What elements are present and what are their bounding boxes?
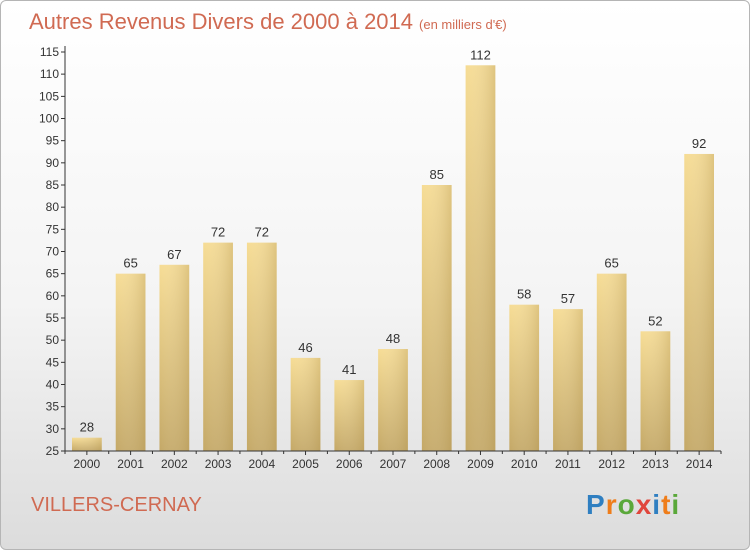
bar-shade-2005 (290, 357, 321, 451)
bar-shade-2003 (203, 242, 233, 451)
chart-title: Autres Revenus Divers de 2000 à 2014 (en … (29, 9, 507, 35)
y-tick-label: 105 (39, 89, 59, 103)
bar-shade-2012 (596, 273, 627, 451)
y-tick-label: 45 (46, 355, 60, 369)
value-label: 72 (211, 225, 225, 240)
value-label: 46 (298, 340, 312, 355)
x-tick-label: 2004 (248, 457, 275, 471)
commune-name: VILLERS-CERNAY (31, 494, 202, 516)
bars: 28 65 67 72 72 46 41 48 85 112 58 57 65 52 92 (71, 47, 715, 452)
logo-letter: t (661, 489, 672, 520)
y-tick-label: 60 (46, 289, 60, 303)
y-tick-label: 95 (46, 134, 60, 148)
value-label: 52 (648, 313, 662, 328)
bar-shade-2008 (421, 185, 452, 451)
x-tick-label: 2009 (467, 457, 494, 471)
x-tick-label: 2005 (292, 457, 319, 471)
y-tick-label: 65 (46, 267, 60, 281)
y-tick-label: 35 (46, 400, 60, 414)
x-tick-label: 2003 (205, 457, 232, 471)
y-axis: 25 30 35 40 45 50 55 60 65 70 75 80 85 90 95 100 105 110 1… (39, 45, 66, 458)
y-tick-label: 75 (46, 222, 60, 236)
y-tick-label: 115 (40, 45, 59, 59)
y-tick-label: 100 (39, 112, 59, 126)
bar-shade-2014 (684, 153, 715, 451)
y-tick-label: 80 (46, 200, 60, 214)
y-tick-label: 110 (40, 67, 59, 81)
x-tick-label: 2010 (511, 457, 538, 471)
x-tick-label: 2000 (74, 457, 101, 471)
value-label: 48 (386, 331, 400, 346)
value-label: 28 (80, 420, 94, 435)
value-label: 112 (470, 47, 491, 62)
x-tick-label: 2014 (686, 457, 713, 471)
bar-shade-2009 (465, 65, 496, 452)
chart-subtitle: (en milliers d'€) (419, 17, 507, 32)
bar-shade-2000 (71, 437, 102, 451)
proxiti-logo: Proxiti (586, 489, 680, 521)
title-text: Autres Revenus Divers de 2000 à 2014 (29, 9, 414, 34)
x-tick-label: 2011 (555, 457, 581, 471)
bar-shade-2006 (334, 380, 365, 451)
value-label: 92 (692, 136, 706, 151)
value-label: 58 (517, 287, 531, 302)
x-tick-label: 2006 (336, 457, 363, 471)
y-tick-label: 85 (46, 178, 60, 192)
x-tick-label: 2012 (598, 457, 625, 471)
y-tick-label: 55 (46, 311, 60, 325)
x-tick-label: 2002 (161, 457, 188, 471)
logo-letter: x (635, 489, 653, 520)
bar-shade-2007 (378, 349, 408, 451)
y-tick-label: 25 (46, 444, 60, 458)
logo-letter: r (605, 489, 618, 520)
bar-shade-2001 (115, 273, 146, 451)
y-tick-label: 90 (46, 156, 60, 170)
y-tick-label: 70 (46, 245, 60, 259)
logo-letter: i (671, 489, 681, 520)
x-tick-label: 2008 (423, 457, 450, 471)
value-label: 65 (604, 256, 618, 271)
logo-letter: i (652, 489, 662, 520)
bar-shade-2011 (553, 309, 583, 451)
bar-shade-2010 (509, 304, 540, 451)
x-tick-label: 2013 (642, 457, 669, 471)
x-tick-label: 2007 (380, 457, 407, 471)
value-label: 65 (123, 256, 137, 271)
y-tick-label: 50 (46, 333, 60, 347)
y-tick-label: 30 (46, 422, 60, 436)
value-label: 57 (561, 291, 575, 306)
value-label: 67 (167, 247, 181, 262)
value-label: 41 (342, 362, 356, 377)
x-axis: 2000 2001 2002 2003 2004 2005 2006 2007 2008 2009… (64, 450, 722, 471)
bar-shade-2002 (159, 264, 190, 451)
bar-shade-2013 (640, 331, 671, 451)
bar-shade-2004 (246, 242, 277, 451)
value-label: 72 (255, 225, 269, 240)
x-tick-label: 2001 (117, 457, 144, 471)
y-tick-label: 40 (46, 378, 60, 392)
logo-letter: o (617, 489, 636, 520)
value-label: 85 (429, 167, 443, 182)
logo-letter: P (586, 489, 606, 520)
